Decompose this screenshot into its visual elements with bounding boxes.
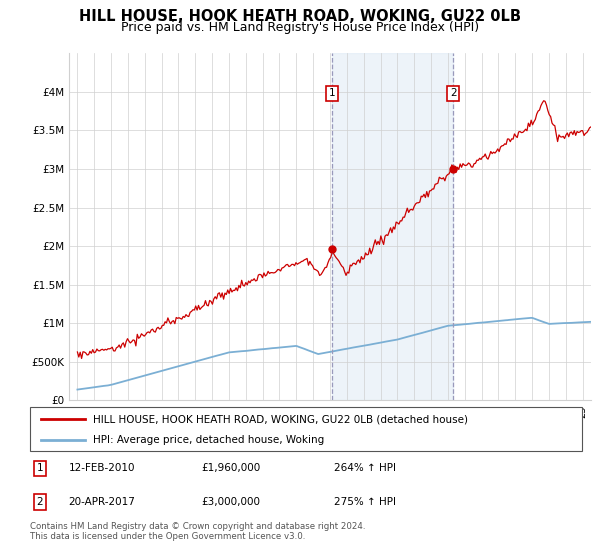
Bar bbox=[332, 53, 453, 400]
Text: 2: 2 bbox=[450, 88, 457, 99]
Text: Price paid vs. HM Land Registry's House Price Index (HPI): Price paid vs. HM Land Registry's House … bbox=[121, 21, 479, 34]
Text: HILL HOUSE, HOOK HEATH ROAD, WOKING, GU22 0LB (detached house): HILL HOUSE, HOOK HEATH ROAD, WOKING, GU2… bbox=[94, 414, 469, 424]
Text: 275% ↑ HPI: 275% ↑ HPI bbox=[334, 497, 395, 507]
Text: HILL HOUSE, HOOK HEATH ROAD, WOKING, GU22 0LB: HILL HOUSE, HOOK HEATH ROAD, WOKING, GU2… bbox=[79, 9, 521, 24]
Text: Contains HM Land Registry data © Crown copyright and database right 2024.
This d: Contains HM Land Registry data © Crown c… bbox=[30, 522, 365, 542]
Text: 1: 1 bbox=[37, 464, 43, 473]
Text: 12-FEB-2010: 12-FEB-2010 bbox=[68, 464, 135, 473]
Text: 20-APR-2017: 20-APR-2017 bbox=[68, 497, 136, 507]
Text: 2: 2 bbox=[37, 497, 43, 507]
Text: HPI: Average price, detached house, Woking: HPI: Average price, detached house, Woki… bbox=[94, 435, 325, 445]
Text: 264% ↑ HPI: 264% ↑ HPI bbox=[334, 464, 395, 473]
Text: £3,000,000: £3,000,000 bbox=[201, 497, 260, 507]
Text: £1,960,000: £1,960,000 bbox=[201, 464, 260, 473]
Text: 1: 1 bbox=[329, 88, 335, 99]
FancyBboxPatch shape bbox=[30, 407, 582, 451]
